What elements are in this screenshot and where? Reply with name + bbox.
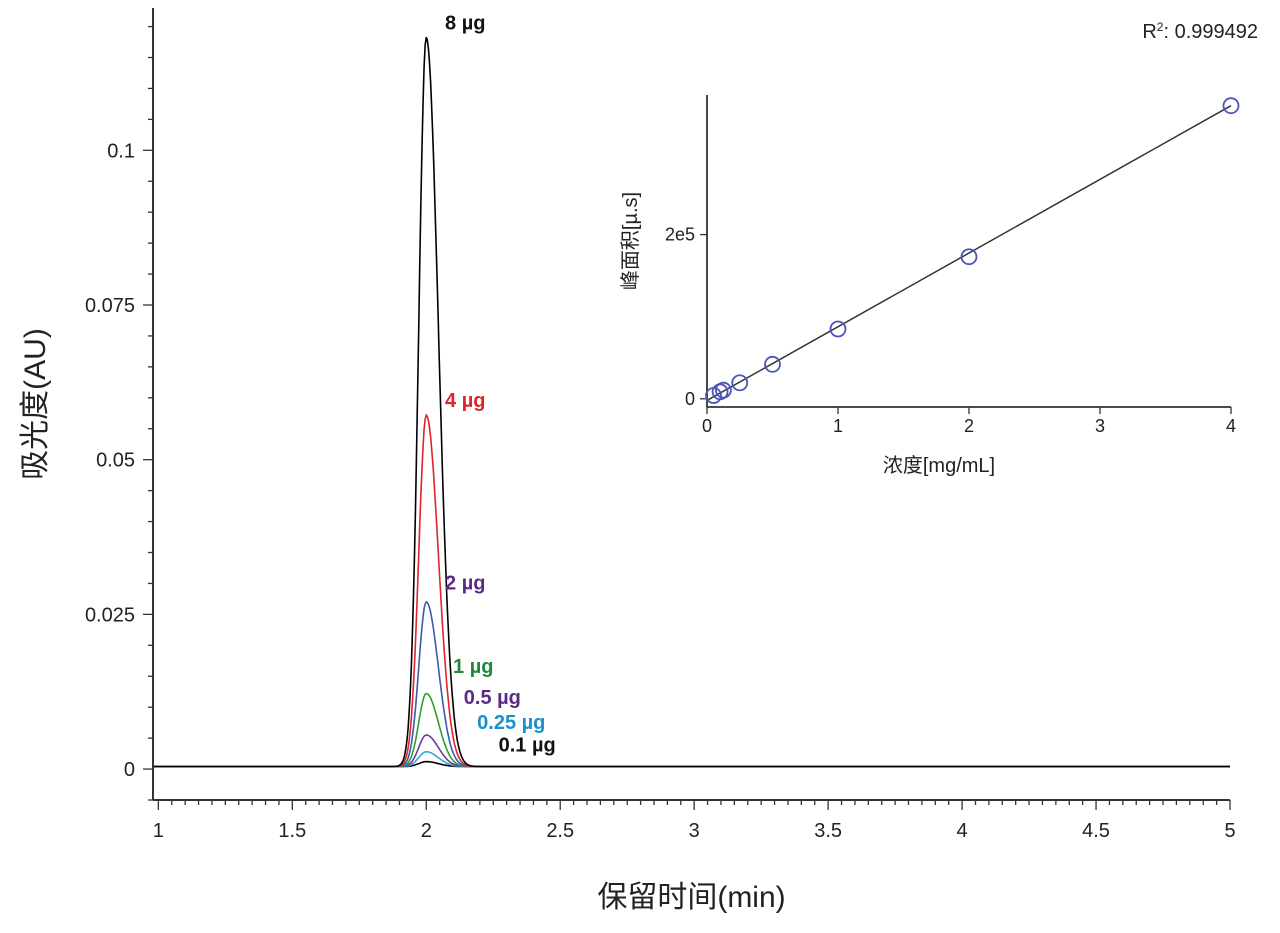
x-tick-label: 1 — [153, 820, 164, 842]
peak-label: 4 µg — [445, 390, 485, 412]
r-squared-value: : 0.999492 — [1163, 21, 1258, 43]
inset-point — [960, 248, 978, 266]
inset-x-tick-label: 2 — [964, 416, 974, 436]
peak-labels: 0.1 µg0.25 µg 0.5 µg 1 µg 2 µg 4 µg 8 µg — [445, 13, 556, 757]
inset-point — [829, 320, 847, 338]
inset-point — [1222, 97, 1240, 115]
x-tick-label: 4 — [957, 820, 968, 842]
inset-point — [764, 355, 781, 373]
r-squared-letter: R — [1142, 21, 1156, 43]
inset-x-tick-label: 3 — [1095, 416, 1105, 436]
x-tick-label: 3.5 — [814, 820, 842, 842]
series-line — [153, 750, 1230, 768]
y-tick-label: 0 — [124, 759, 135, 781]
x-axis-title: 保留时间(min) — [597, 881, 785, 914]
inset-x-tick-label: 4 — [1226, 416, 1236, 436]
y-axis-title: 吸光度(AU) — [19, 328, 52, 480]
y-tick-label: 0.025 — [85, 604, 135, 626]
r-squared-label: R2: 0.999492 — [1142, 20, 1258, 43]
series-line — [153, 600, 1230, 768]
main-chromatogram: 1 1.5 2 2.5 3 3.5 4 4.5 5 0 0.025 0.05 0.075 0.1 0.1 … — [19, 8, 1236, 914]
inset-points-group — [705, 97, 1240, 404]
x-tick-label: 5 — [1224, 820, 1235, 842]
peak-label: 8 µg — [445, 13, 485, 35]
inset-y-axis-title: 峰面积[µ.s] — [619, 192, 642, 290]
inset-x-tick-label: 0 — [702, 416, 712, 436]
inset-y-tick-label: 2e5 — [665, 225, 695, 245]
x-tick-label: 3 — [689, 820, 700, 842]
peak-label: 1 µg — [453, 656, 493, 678]
peak-label: 0.25 µg — [477, 712, 545, 734]
inset-axes: 0 1 2 3 4 0 2e5 — [665, 95, 1236, 436]
x-tick-label: 2.5 — [546, 820, 574, 842]
y-tick-label: 0.075 — [85, 295, 135, 317]
inset-y-tick-label: 0 — [685, 389, 695, 409]
x-tick-label: 4.5 — [1082, 820, 1110, 842]
series-line — [153, 692, 1230, 768]
peak-label: 2 µg — [445, 573, 485, 595]
x-tick-label: 2 — [421, 820, 432, 842]
series-line — [153, 36, 1230, 768]
inset-point — [714, 381, 732, 399]
main-axes: 1 1.5 2 2.5 3 3.5 4 4.5 5 0 0.025 0.05 0.075 0.1 — [85, 8, 1236, 842]
inset-fit-group — [706, 105, 1232, 402]
inset-x-tick-label: 1 — [833, 416, 843, 436]
y-tick-label: 0.05 — [96, 450, 135, 472]
inset-x-axis-title: 浓度[mg/mL] — [883, 454, 995, 477]
y-tick-label: 0.1 — [107, 140, 135, 162]
inset-fit-line — [706, 105, 1232, 402]
inset-point — [731, 374, 749, 392]
x-tick-label: 1.5 — [278, 820, 306, 842]
peak-label: 0.1 µg — [499, 735, 556, 757]
peak-label: 0.5 µg — [464, 687, 521, 709]
series-line — [153, 734, 1230, 768]
chromatogram-series-group — [153, 36, 1230, 768]
r-squared-superscript: 2 — [1157, 20, 1164, 34]
series-line — [153, 413, 1230, 768]
